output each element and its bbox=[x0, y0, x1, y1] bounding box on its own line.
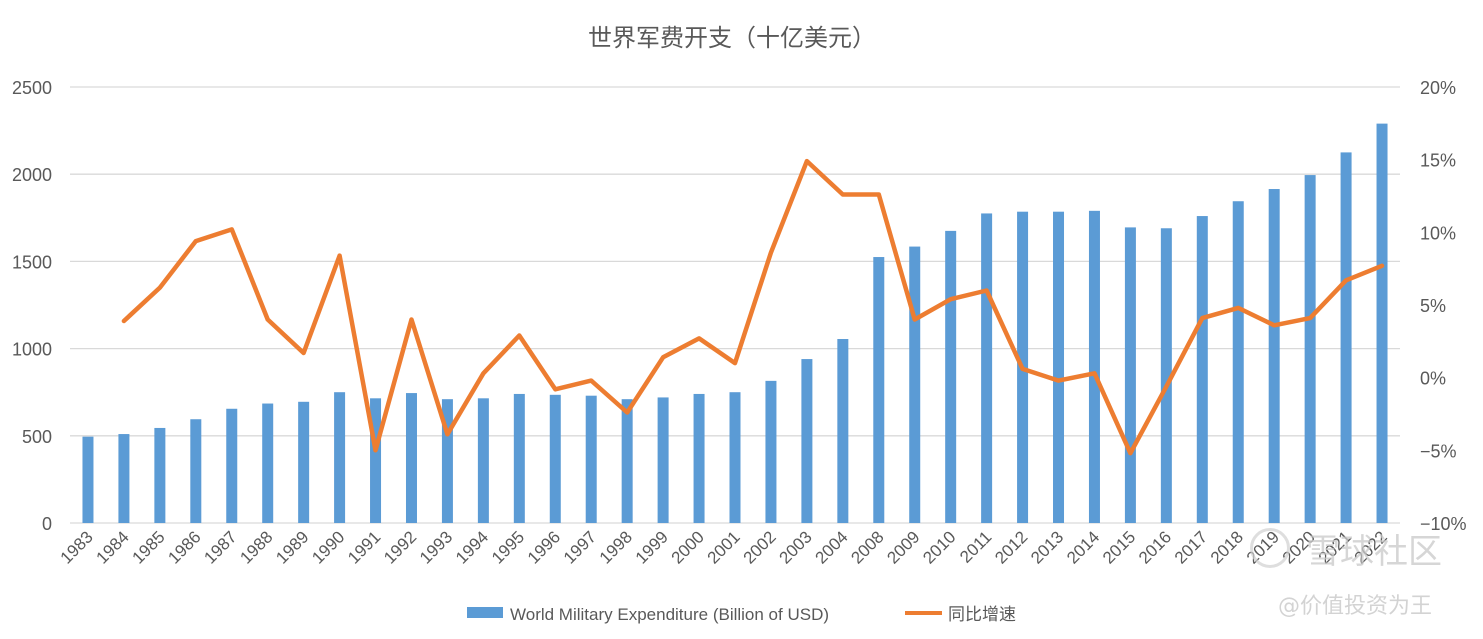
x-tick-label: 2003 bbox=[776, 527, 816, 567]
bar-2011 bbox=[981, 213, 992, 523]
y-right-tick-label: −5% bbox=[1420, 441, 1457, 461]
x-tick-label: 1999 bbox=[632, 527, 672, 567]
y-axis-left: 0 500 1000 1500 2000 2500 bbox=[12, 78, 52, 534]
x-tick-label: 1988 bbox=[236, 527, 276, 567]
bar-2010 bbox=[945, 231, 956, 523]
bar-1996 bbox=[550, 395, 561, 523]
legend: World Military Expenditure (Billion of U… bbox=[467, 605, 1016, 624]
bar-2001 bbox=[730, 392, 741, 523]
bar-2000 bbox=[694, 394, 705, 523]
y-left-tick-label: 0 bbox=[42, 514, 52, 534]
bar-1992 bbox=[406, 393, 417, 523]
x-axis: 1983198419851986198719881989199019911992… bbox=[57, 527, 1391, 567]
bar-1989 bbox=[298, 402, 309, 523]
bar-2004 bbox=[837, 339, 848, 523]
bar-1990 bbox=[334, 392, 345, 523]
y-left-tick-label: 2000 bbox=[12, 165, 52, 185]
y-right-tick-label: 15% bbox=[1420, 151, 1456, 171]
x-tick-label: 2014 bbox=[1063, 527, 1103, 567]
bar-2008 bbox=[873, 257, 884, 523]
bar-2021 bbox=[1341, 152, 1352, 523]
x-tick-label: 1990 bbox=[308, 527, 348, 567]
bar-1998 bbox=[622, 399, 633, 523]
x-tick-label: 2018 bbox=[1207, 527, 1247, 567]
x-tick-label: 2017 bbox=[1171, 527, 1211, 567]
bar-1986 bbox=[190, 419, 201, 523]
watermark-author: @价值投资为王 bbox=[1278, 588, 1432, 620]
watermark-circle-icon bbox=[1250, 528, 1290, 568]
y-right-tick-label: 0% bbox=[1420, 369, 1446, 389]
bar-1999 bbox=[658, 397, 669, 523]
watermark-logo-text: 雪球社区 bbox=[1306, 524, 1442, 573]
line-series bbox=[124, 161, 1382, 453]
x-tick-label: 2016 bbox=[1135, 527, 1175, 567]
x-tick-label: 1985 bbox=[129, 527, 169, 567]
x-tick-label: 1992 bbox=[380, 527, 420, 567]
x-tick-label: 2002 bbox=[740, 527, 780, 567]
legend-swatch-bar bbox=[467, 607, 503, 618]
x-tick-label: 2010 bbox=[919, 527, 959, 567]
y-left-tick-label: 500 bbox=[22, 427, 52, 447]
bar-2002 bbox=[765, 381, 776, 523]
x-tick-label: 2015 bbox=[1099, 527, 1139, 567]
bar-2022 bbox=[1377, 124, 1388, 523]
bar-1994 bbox=[478, 398, 489, 523]
x-tick-label: 2011 bbox=[956, 527, 995, 566]
x-tick-label: 2008 bbox=[847, 527, 887, 567]
y-left-tick-label: 1500 bbox=[12, 252, 52, 272]
y-right-tick-label: 10% bbox=[1420, 223, 1456, 243]
bar-1995 bbox=[514, 394, 525, 523]
chart-title: 世界军费开支（十亿美元） bbox=[588, 25, 876, 52]
bar-1984 bbox=[118, 434, 129, 523]
x-tick-label: 1991 bbox=[344, 527, 384, 567]
bar-2019 bbox=[1269, 189, 1280, 523]
x-tick-label: 2012 bbox=[991, 527, 1031, 567]
x-tick-label: 2000 bbox=[668, 527, 708, 567]
y-axis-right: −10%−5%0%5%10%15%20% bbox=[1420, 78, 1467, 534]
x-tick-label: 1993 bbox=[416, 527, 456, 567]
x-tick-label: 1998 bbox=[596, 527, 636, 567]
x-tick-label: 1983 bbox=[57, 527, 97, 567]
bar-2017 bbox=[1197, 216, 1208, 523]
bar-1988 bbox=[262, 404, 273, 523]
x-tick-label: 1989 bbox=[272, 527, 312, 567]
bar-1985 bbox=[154, 428, 165, 523]
bar-2020 bbox=[1305, 175, 1316, 523]
bar-2015 bbox=[1125, 227, 1136, 523]
bar-2018 bbox=[1233, 201, 1244, 523]
bar-2014 bbox=[1089, 211, 1100, 523]
x-tick-label: 1995 bbox=[488, 527, 528, 567]
bar-2003 bbox=[801, 359, 812, 523]
x-tick-label: 1997 bbox=[560, 527, 600, 567]
x-tick-label: 2004 bbox=[811, 527, 851, 567]
x-tick-label: 1986 bbox=[164, 527, 204, 567]
y-right-tick-label: 20% bbox=[1420, 78, 1456, 98]
bar-series bbox=[82, 124, 1387, 523]
legend-label-line: 同比增速 bbox=[948, 605, 1016, 624]
x-tick-label: 2013 bbox=[1027, 527, 1067, 567]
y-left-tick-label: 1000 bbox=[12, 340, 52, 360]
x-tick-label: 1984 bbox=[93, 527, 133, 567]
bar-1987 bbox=[226, 409, 237, 523]
x-tick-label: 1987 bbox=[200, 527, 240, 567]
legend-label-bar: World Military Expenditure (Billion of U… bbox=[510, 605, 829, 624]
x-tick-label: 1996 bbox=[524, 527, 564, 567]
bar-1991 bbox=[370, 398, 381, 523]
x-tick-label: 2009 bbox=[883, 527, 923, 567]
growth-rate-line bbox=[124, 161, 1382, 453]
y-left-tick-label: 2500 bbox=[12, 78, 52, 98]
bar-1997 bbox=[586, 396, 597, 523]
x-tick-label: 1994 bbox=[452, 527, 492, 567]
bar-1983 bbox=[82, 437, 93, 523]
bar-2009 bbox=[909, 247, 920, 523]
x-tick-label: 2001 bbox=[704, 527, 744, 567]
y-right-tick-label: 5% bbox=[1420, 296, 1446, 316]
bar-2013 bbox=[1053, 212, 1064, 523]
